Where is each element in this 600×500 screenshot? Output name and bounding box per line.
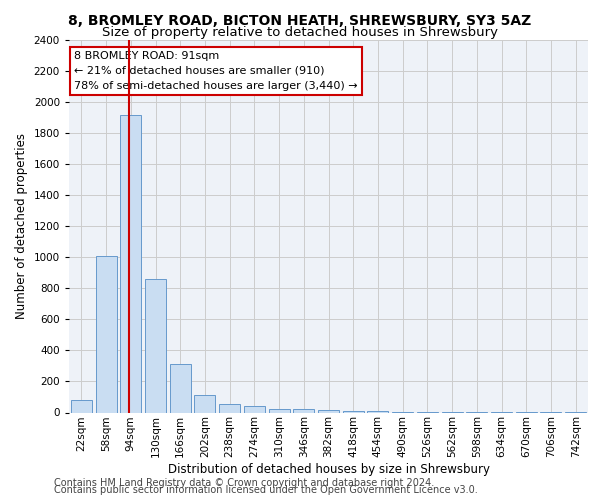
Text: Contains public sector information licensed under the Open Government Licence v3: Contains public sector information licen…: [54, 485, 478, 495]
Y-axis label: Number of detached properties: Number of detached properties: [15, 133, 28, 320]
Bar: [244, 406, 265, 412]
Bar: [219, 404, 240, 412]
Bar: [343, 410, 364, 412]
X-axis label: Distribution of detached houses by size in Shrewsbury: Distribution of detached houses by size …: [167, 463, 490, 476]
Bar: [269, 408, 290, 412]
Bar: [71, 400, 92, 412]
Text: 8 BROMLEY ROAD: 91sqm
← 21% of detached houses are smaller (910)
78% of semi-det: 8 BROMLEY ROAD: 91sqm ← 21% of detached …: [74, 51, 358, 91]
Bar: [145, 279, 166, 412]
Bar: [170, 364, 191, 412]
Text: 8, BROMLEY ROAD, BICTON HEATH, SHREWSBURY, SY3 5AZ: 8, BROMLEY ROAD, BICTON HEATH, SHREWSBUR…: [68, 14, 532, 28]
Text: Size of property relative to detached houses in Shrewsbury: Size of property relative to detached ho…: [102, 26, 498, 39]
Bar: [293, 410, 314, 412]
Bar: [95, 256, 116, 412]
Bar: [120, 114, 141, 412]
Bar: [194, 394, 215, 412]
Bar: [318, 410, 339, 412]
Text: Contains HM Land Registry data © Crown copyright and database right 2024.: Contains HM Land Registry data © Crown c…: [54, 478, 434, 488]
